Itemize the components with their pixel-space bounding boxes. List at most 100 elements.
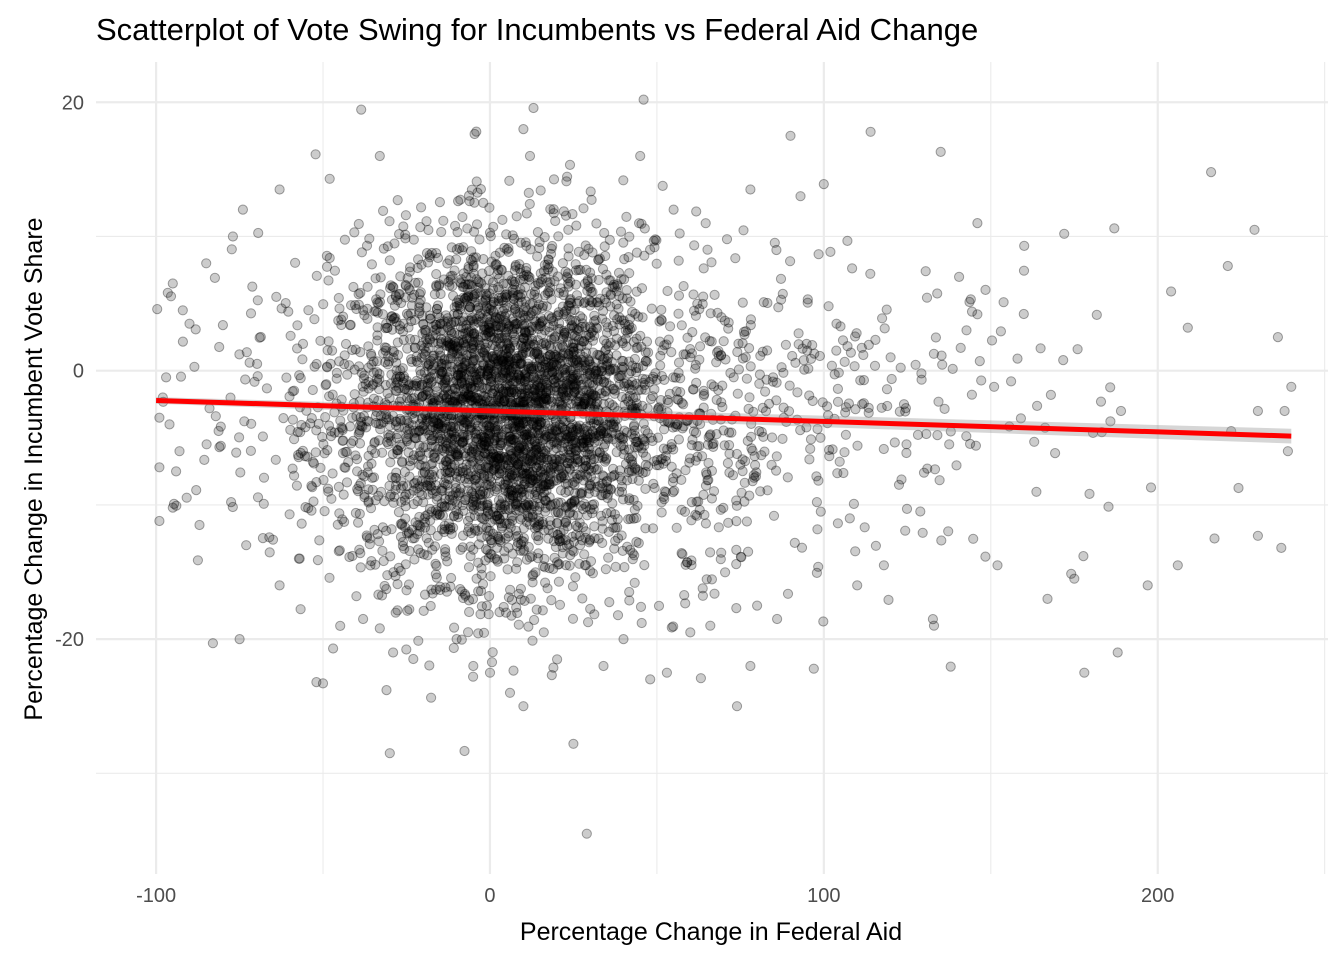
- data-point: [453, 351, 464, 362]
- data-point: [399, 422, 410, 433]
- data-point: [418, 549, 429, 560]
- data-point: [768, 510, 780, 521]
- data-point: [436, 413, 447, 424]
- data-point: [411, 433, 422, 444]
- data-point: [353, 299, 364, 310]
- data-point: [954, 271, 965, 282]
- data-point: [510, 563, 522, 574]
- data-point: [661, 667, 673, 678]
- data-point: [431, 319, 442, 331]
- data-point: [488, 221, 499, 232]
- data-point: [400, 280, 412, 291]
- data-point: [920, 266, 931, 277]
- data-point: [542, 259, 553, 270]
- data-point: [433, 444, 444, 455]
- data-point: [462, 223, 473, 234]
- data-point: [598, 421, 609, 432]
- data-point: [502, 479, 514, 490]
- data-point: [513, 369, 524, 380]
- data-point: [390, 290, 401, 301]
- data-point: [647, 523, 659, 534]
- data-point: [518, 701, 529, 712]
- data-point: [427, 588, 438, 599]
- data-point: [479, 447, 490, 459]
- data-point: [276, 303, 287, 314]
- data-point: [508, 665, 519, 676]
- data-point: [843, 398, 855, 409]
- data-point: [504, 175, 515, 186]
- data-point: [579, 498, 590, 509]
- data-point: [368, 472, 380, 483]
- data-point: [739, 477, 750, 488]
- data-point: [608, 418, 619, 429]
- data-point: [430, 441, 441, 452]
- data-point: [511, 353, 523, 364]
- data-point: [403, 579, 415, 590]
- data-point: [258, 498, 269, 509]
- data-point: [421, 533, 432, 544]
- data-point: [512, 318, 523, 330]
- data-point: [502, 423, 513, 434]
- data-point: [559, 367, 571, 378]
- data-point: [691, 496, 702, 507]
- data-point: [471, 473, 482, 484]
- data-point: [201, 258, 212, 269]
- data-point: [553, 497, 564, 508]
- data-point: [562, 426, 573, 437]
- data-point: [481, 511, 492, 522]
- data-point: [493, 446, 504, 457]
- data-point: [388, 567, 399, 578]
- data-point: [287, 386, 298, 397]
- data-point: [408, 450, 419, 461]
- data-point: [548, 208, 559, 219]
- data-point: [567, 320, 578, 331]
- data-point: [581, 264, 592, 275]
- data-point: [311, 477, 322, 488]
- data-point: [703, 432, 714, 443]
- data-point: [437, 444, 448, 455]
- data-point: [376, 486, 387, 497]
- data-point: [698, 489, 709, 500]
- data-point: [505, 503, 516, 514]
- data-point: [540, 577, 551, 588]
- data-point: [537, 434, 549, 445]
- data-point: [446, 528, 457, 540]
- data-point: [567, 581, 579, 592]
- data-point: [571, 220, 582, 231]
- data-point: [429, 325, 440, 336]
- data-point: [519, 312, 531, 323]
- data-point: [1206, 167, 1217, 178]
- data-point: [293, 553, 304, 564]
- data-point: [805, 443, 816, 454]
- data-point: [889, 437, 900, 448]
- data-point: [181, 492, 192, 503]
- data-point: [331, 367, 342, 378]
- data-point: [485, 381, 496, 392]
- data-point: [353, 289, 364, 300]
- data-point: [463, 261, 474, 272]
- data-point: [968, 533, 979, 544]
- data-point: [323, 336, 334, 347]
- data-point: [432, 308, 443, 319]
- data-point: [585, 300, 596, 311]
- data-point: [849, 361, 860, 372]
- data-point: [564, 464, 576, 475]
- data-point: [329, 265, 340, 276]
- data-point: [490, 503, 501, 514]
- data-point: [416, 259, 427, 270]
- data-point: [586, 287, 597, 298]
- data-point: [413, 450, 424, 462]
- data-point: [571, 298, 583, 309]
- data-point: [191, 485, 202, 496]
- data-point: [628, 513, 639, 524]
- data-point: [546, 243, 557, 254]
- data-point: [1018, 265, 1030, 276]
- data-point: [406, 524, 418, 535]
- data-point: [627, 554, 638, 565]
- data-point: [815, 432, 826, 443]
- data-point: [485, 231, 496, 242]
- data-point: [589, 401, 601, 412]
- data-point: [780, 339, 792, 350]
- data-point: [832, 383, 844, 394]
- data-point: [901, 439, 912, 450]
